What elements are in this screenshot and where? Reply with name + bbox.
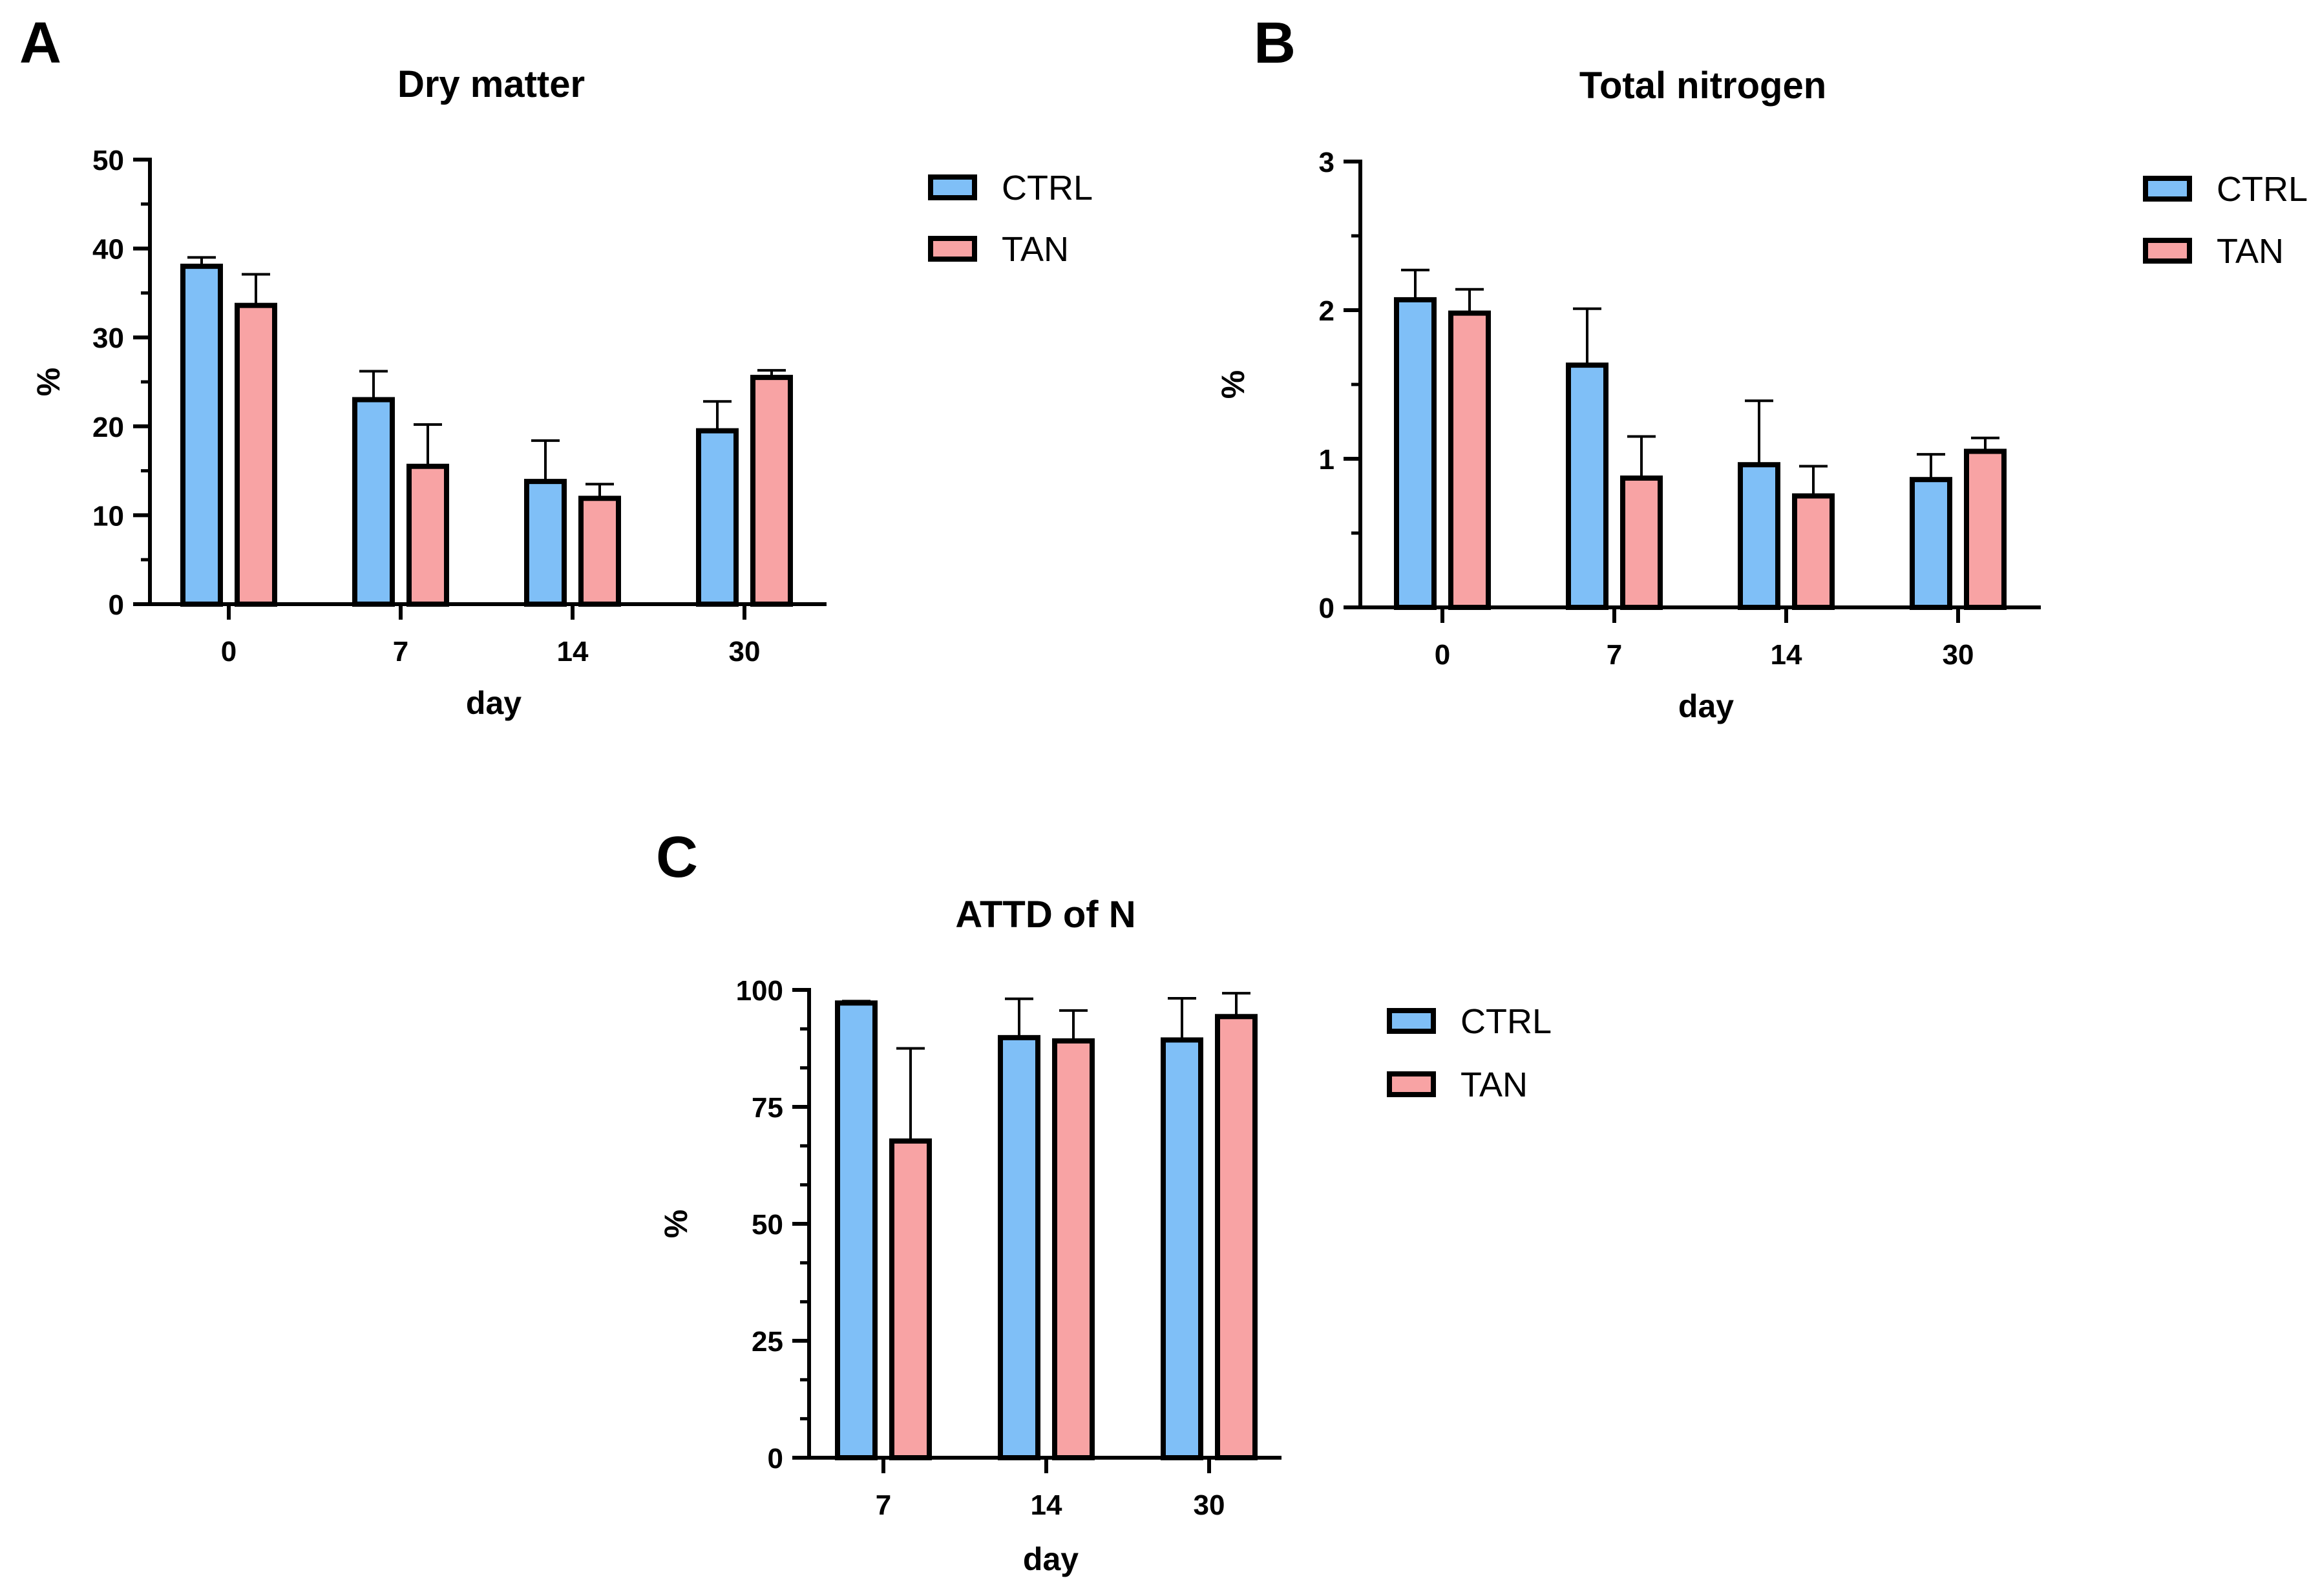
legend-label-ctrl: CTRL xyxy=(1461,1002,1552,1041)
legend-swatch-tan xyxy=(1387,1071,1436,1097)
bar-ctrl-day-7 xyxy=(352,397,395,607)
panel-label: A xyxy=(19,11,61,76)
legend-label-tan: TAN xyxy=(2217,232,2284,271)
y-tick-label: 100 xyxy=(736,975,783,1007)
bar-tan-day-7 xyxy=(406,463,449,607)
x-axis-label: day xyxy=(1678,688,1734,724)
legend-swatch-tan xyxy=(2143,238,2192,264)
legend-label-ctrl: CTRL xyxy=(1002,169,1093,207)
legend-label-ctrl: CTRL xyxy=(2217,170,2308,209)
y-tick-label: 1 xyxy=(1319,444,1334,476)
bar-ctrl-day-14 xyxy=(1738,462,1780,611)
x-tick-label: 14 xyxy=(1771,639,1802,671)
y-tick-label: 25 xyxy=(752,1326,783,1358)
legend-swatch-ctrl xyxy=(928,174,977,200)
y-tick-label: 2 xyxy=(1319,295,1334,327)
y-axis-label: % xyxy=(1215,370,1251,399)
y-axis-label: % xyxy=(30,368,67,396)
bar-ctrl-day-7 xyxy=(835,1000,878,1460)
bar-ctrl-day-14 xyxy=(998,1034,1040,1460)
bar-ctrl-day-14 xyxy=(524,479,567,607)
x-tick-label: 7 xyxy=(1607,639,1622,671)
x-tick-label: 14 xyxy=(557,636,589,667)
y-tick-label: 75 xyxy=(752,1092,783,1124)
x-tick-label: 30 xyxy=(729,636,761,667)
x-axis-label: day xyxy=(466,685,522,721)
bar-tan-day-14 xyxy=(1792,493,1835,610)
bar-tan-day-7 xyxy=(889,1138,932,1461)
x-tick-label: 7 xyxy=(393,636,408,667)
x-tick-label: 14 xyxy=(1031,1489,1062,1521)
bar-ctrl-day-30 xyxy=(1161,1037,1203,1460)
bar-tan-day-14 xyxy=(1052,1038,1095,1460)
chart-title: Total nitrogen xyxy=(1579,65,1826,107)
chart-title: Dry matter xyxy=(397,63,585,105)
x-tick-label: 0 xyxy=(221,636,237,667)
bar-tan-day-30 xyxy=(750,375,793,607)
y-tick-label: 0 xyxy=(1319,593,1334,624)
y-tick-label: 40 xyxy=(92,234,124,266)
bar-tan-day-30 xyxy=(1964,448,2007,610)
bar-ctrl-day-7 xyxy=(1566,362,1608,610)
bar-tan-day-30 xyxy=(1215,1014,1258,1460)
y-tick-label: 30 xyxy=(92,322,124,354)
panel-label: C xyxy=(656,825,698,890)
bar-tan-day-0 xyxy=(235,302,277,607)
y-tick-label: 0 xyxy=(768,1443,783,1475)
x-tick-label: 30 xyxy=(1194,1489,1225,1521)
legend-label-tan: TAN xyxy=(1002,230,1069,269)
y-tick-label: 0 xyxy=(109,589,124,621)
chart-title: ATTD of N xyxy=(955,894,1135,936)
y-tick-label: 10 xyxy=(92,500,124,532)
bar-ctrl-day-30 xyxy=(696,428,739,607)
y-tick-label: 50 xyxy=(752,1209,783,1241)
chart-panel-a: A Dry matter 0 10 20 30 40 50 0 7 14 30% day CTRL TAN xyxy=(19,11,1093,721)
legend-swatch-ctrl xyxy=(2143,176,2192,202)
bar-tan-day-7 xyxy=(1620,475,1663,611)
x-tick-label: 0 xyxy=(1435,639,1450,671)
y-tick-label: 20 xyxy=(92,412,124,443)
y-tick-label: 50 xyxy=(92,145,124,176)
bar-ctrl-day-0 xyxy=(1394,297,1437,610)
x-tick-label: 7 xyxy=(876,1489,891,1521)
bar-tan-day-14 xyxy=(578,496,621,607)
legend-label-tan: TAN xyxy=(1461,1066,1528,1104)
y-axis-label: % xyxy=(658,1210,694,1238)
bar-tan-day-0 xyxy=(1448,310,1491,610)
y-tick-label: 3 xyxy=(1319,147,1334,178)
legend-swatch-tan xyxy=(928,236,977,262)
panel-label: B xyxy=(1254,11,1296,76)
x-tick-label: 30 xyxy=(1943,639,1974,671)
x-axis-label: day xyxy=(1023,1541,1079,1577)
chart-panel-c: C ATTD of N 0 25 50 75 100 7 14 30% day CTRL TAN xyxy=(656,825,1552,1577)
bar-ctrl-day-0 xyxy=(180,264,223,607)
bar-ctrl-day-30 xyxy=(1910,477,1952,611)
legend-swatch-ctrl xyxy=(1387,1008,1436,1034)
